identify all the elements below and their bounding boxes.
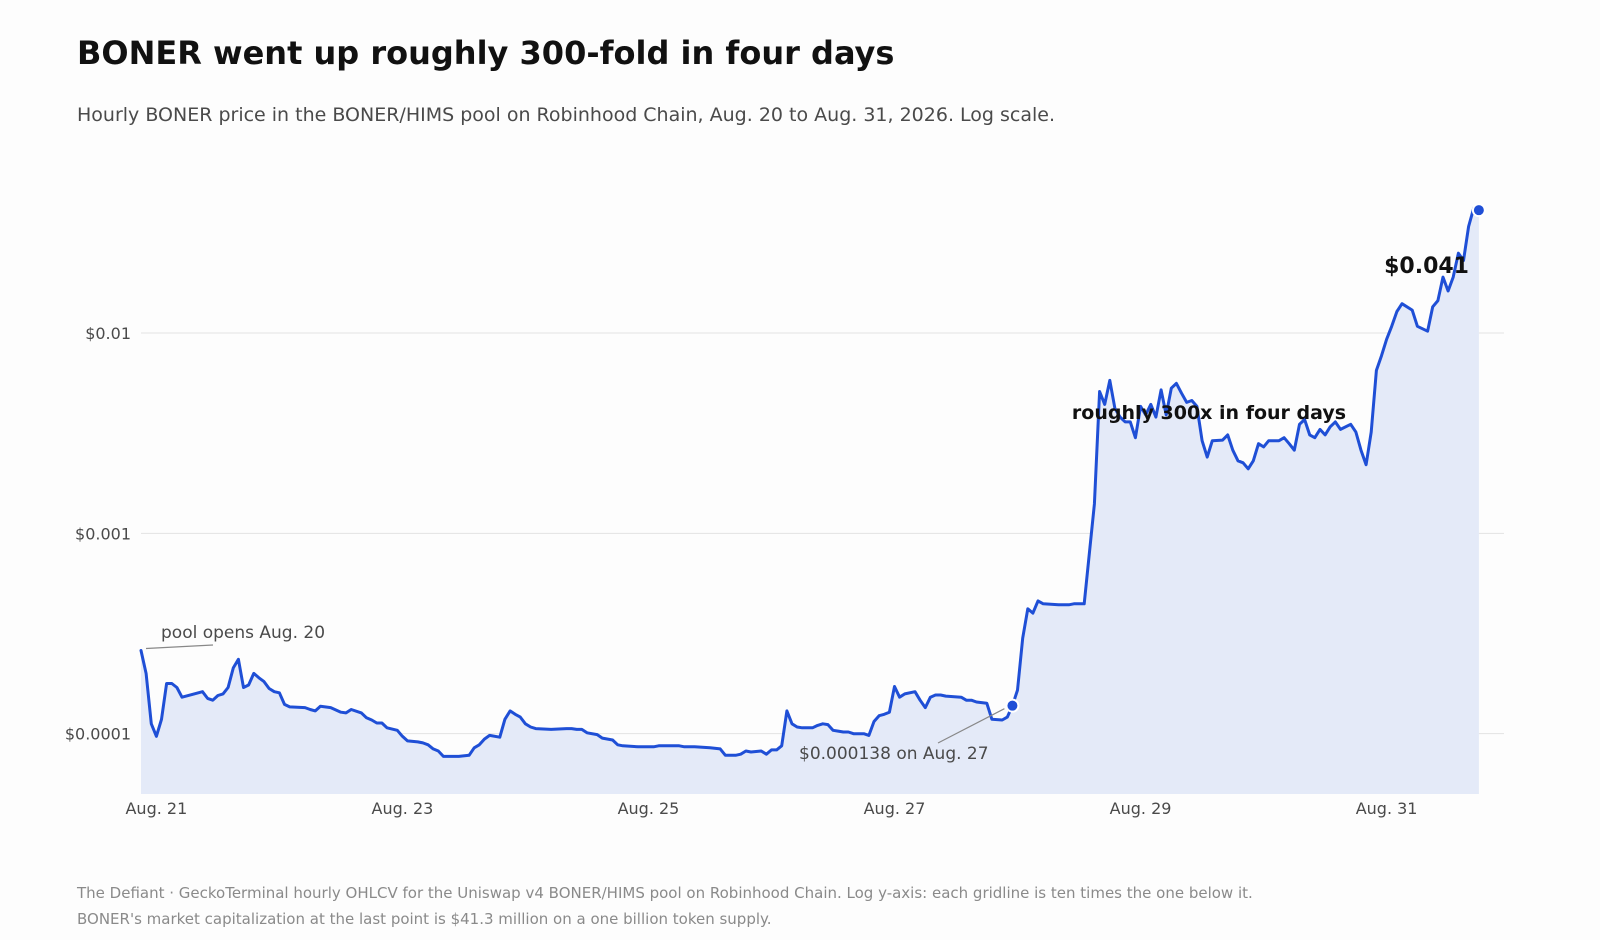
price-line — [139, 206, 1481, 758]
price-area — [141, 208, 1479, 795]
growth-annotation: roughly 300x in four days — [1072, 402, 1346, 424]
y-tick-label: $0.01 — [85, 324, 131, 343]
y-tick-label: $0.0001 — [65, 725, 131, 744]
y-axis-ticks: $0.0001 $0.001 $0.01 — [65, 324, 131, 744]
area-fill — [141, 208, 1479, 795]
aug27-marker — [1005, 698, 1020, 713]
x-tick-label: Aug. 29 — [1110, 799, 1172, 818]
last-price-label: $0.041 — [1384, 254, 1469, 279]
x-tick-label: Aug. 23 — [372, 799, 434, 818]
x-axis-ticks: Aug. 21 Aug. 23 Aug. 25 Aug. 27 Aug. 29 Aug. … — [125, 799, 1417, 818]
pool-open-leader — [145, 644, 214, 650]
y-tick-label: $0.001 — [75, 524, 131, 543]
price-chart: $0.0001 $0.001 $0.01 Aug. 21 Aug. 23 Aug. 25… — [65, 203, 1504, 818]
footer-market-cap-note: BONER's market capitalization at the las… — [77, 910, 772, 928]
x-tick-label: Aug. 27 — [864, 799, 926, 818]
x-tick-label: Aug. 25 — [618, 799, 680, 818]
x-tick-label: Aug. 31 — [1356, 799, 1418, 818]
footer-source-note: The Defiant · GeckoTerminal hourly OHLCV… — [77, 884, 1253, 902]
aug27-leader — [937, 708, 1005, 744]
last-point-marker — [1471, 203, 1486, 218]
chart-title: BONER went up roughly 300-fold in four d… — [77, 34, 895, 72]
aug27-annotation: $0.000138 on Aug. 27 — [799, 744, 989, 764]
chart-subtitle: Hourly BONER price in the BONER/HIMS poo… — [77, 104, 1055, 126]
pool-open-annotation: pool opens Aug. 20 — [161, 623, 325, 643]
annotations: pool opens Aug. 20 $0.000138 on Aug. 27 ro… — [145, 254, 1469, 764]
x-tick-label: Aug. 21 — [125, 799, 187, 818]
price-line-group — [139, 206, 1481, 758]
markers — [1005, 203, 1486, 713]
